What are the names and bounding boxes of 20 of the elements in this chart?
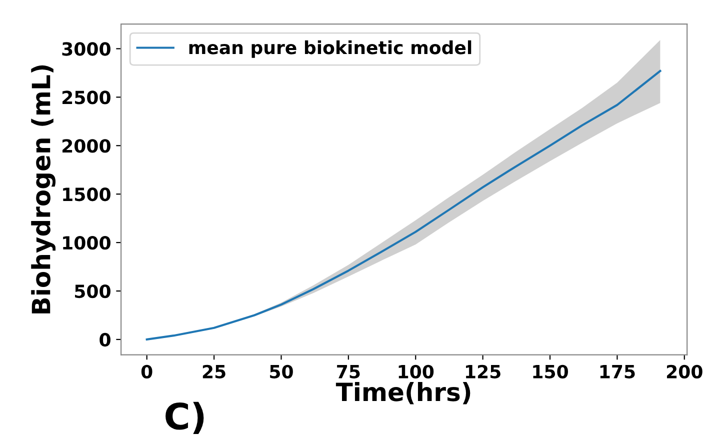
y-tick-label: 2500 [62,90,110,104]
y-tick-label: 1500 [63,188,110,202]
y-tick-label: 2000 [62,139,110,153]
y-tick-label: 0 [100,332,110,347]
x-tick-label: 75 [337,365,360,378]
y-axis-title: Biohydrogen (mL) [31,65,56,314]
x-axis-title: Time(hrs) [336,382,470,404]
x-tick-label: 175 [600,365,635,378]
x-tick-label: 100 [398,364,434,378]
text: C) [166,402,204,434]
x-tick-label: 50 [270,364,293,378]
x-tick-label: 150 [533,364,568,378]
x-tick-label: 125 [466,364,500,378]
legend-label: mean pure biokinetic model [189,40,472,58]
x-tick-label: 25 [202,364,226,378]
x-tick-label: 200 [666,364,702,378]
x-tick-label: 0 [141,364,152,378]
y-tick-label: 500 [75,284,110,298]
y-tick-label: 3000 [62,42,110,56]
y-tick-label: 1000 [63,236,110,250]
